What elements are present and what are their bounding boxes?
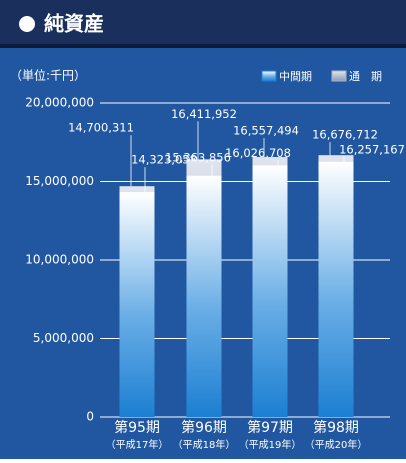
value-label: 15,363,856 [165,150,231,164]
legend-swatch [331,70,347,82]
header-bar [0,0,406,46]
header-bullet [19,16,35,32]
bar-interim [186,175,222,417]
x-tick-sublabel: （平成17年） [106,438,169,451]
value-label: 14,323,058 [131,153,197,167]
y-tick-label: 5,000,000 [33,331,94,345]
x-tick-sublabel: （平成20年） [305,438,368,451]
y-tick-label: 20,000,000 [25,96,94,110]
y-tick-label: 0 [86,410,94,424]
x-tick-sublabel: （平成18年） [173,438,236,451]
unit-label: （単位:千円） [10,68,86,83]
bar-interim [252,165,288,417]
x-tick-label: 第96期 [181,419,227,436]
bar-interim [318,161,354,417]
legend-swatch [261,70,277,82]
x-tick-label: 第95期 [114,419,160,436]
legend-label: 中間期 [279,70,312,83]
value-label: 16,557,494 [233,124,299,138]
header-rule [0,44,406,48]
value-label: 16,411,952 [171,107,237,121]
x-tick-sublabel: （平成19年） [239,438,302,451]
x-tick-label: 第98期 [313,419,359,436]
value-label: 16,026,708 [225,146,291,160]
legend-label: 通 期 [349,70,382,83]
y-tick-label: 15,000,000 [25,174,94,188]
value-label: 16,257,167 [339,142,405,156]
value-label: 16,676,712 [312,128,378,142]
chart-title: 純資産 [44,12,104,36]
y-tick-label: 10,000,000 [25,253,94,267]
value-label: 14,700,311 [68,121,134,135]
bar-interim [119,192,155,417]
x-tick-label: 第97期 [247,419,293,436]
